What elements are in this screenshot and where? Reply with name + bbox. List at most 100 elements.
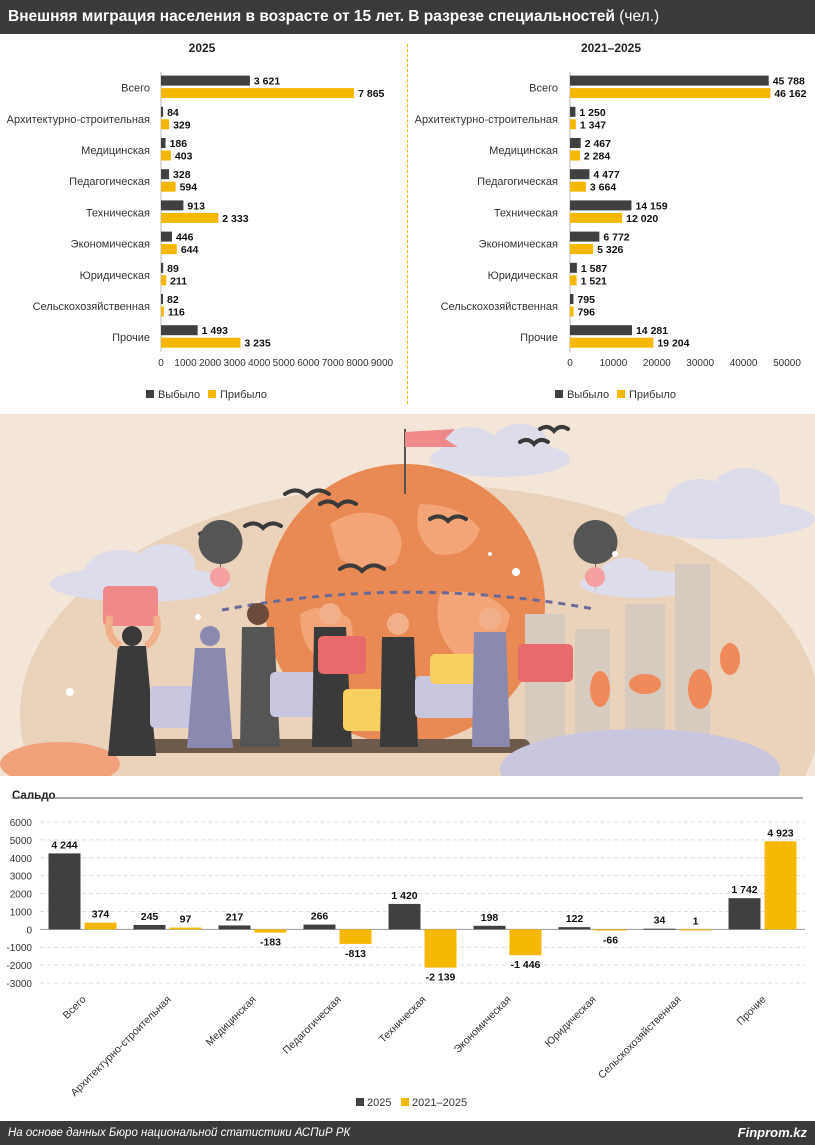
x-tick-label: 5000 [273,358,296,369]
bar-arrived [161,275,167,286]
category-label: Юридическая [488,270,558,282]
bar-value-label: 1 521 [581,275,607,287]
x-tick-label: 10000 [599,358,627,369]
bar-2025 [643,928,676,930]
bar-2025 [48,853,81,930]
bar-arrived [570,150,580,161]
legend-swatch-arrived [617,390,625,398]
y-tick-label: 3000 [10,872,33,883]
bar-arrived [161,244,177,255]
bar-departed [161,294,164,304]
bar-value-label: 4 923 [767,827,793,839]
category-label: Экономическая [71,239,150,251]
bar-value-label: 7 865 [358,88,384,100]
bar-value-label: 1 [693,915,699,927]
bar-departed [161,138,166,148]
bar-value-label: 3 235 [244,338,270,350]
bar-2021-2025 [594,929,627,931]
bar-value-label: 913 [187,200,205,212]
bar-2021-2025 [169,927,202,930]
bar-departed [570,106,576,117]
category-label: Экономическая [479,239,558,251]
bar-departed [570,169,590,180]
category-label: Педагогическая [281,994,344,1057]
bar-2025 [388,903,421,930]
category-label: Прочие [112,332,150,344]
x-tick-label: 7000 [322,358,345,369]
x-tick-label: 30000 [686,358,714,369]
footer-brand: Finprom.kz [737,1125,807,1140]
bar-value-label: 1 742 [731,884,757,896]
legend-swatch-departed [555,390,563,398]
bar-2025 [728,898,761,930]
bar-value-label: 14 281 [636,325,668,337]
bar-departed [570,75,769,86]
x-tick-label: 3000 [224,358,247,369]
bar-departed [161,200,184,211]
bar-value-label: 644 [181,244,199,256]
bar-value-label: 46 162 [774,88,806,100]
category-label: Педагогическая [69,176,150,188]
bar-value-label: 374 [92,909,110,921]
header-title-bar: Внешняя миграция населения в возрасте от… [0,0,815,34]
top-charts: 2025 Всего 3 621 7 865 Архитектурно-строител… [0,34,815,412]
bar-departed [161,75,250,86]
bar-value-label: 2 467 [585,138,611,150]
legend-swatch-2025 [356,1098,364,1106]
category-label: Медицинская [204,994,259,1049]
category-label: Техническая [86,207,150,219]
bar-arrived [161,88,355,99]
category-label: Педагогическая [477,176,558,188]
category-label: Сельскохозяйственная [596,994,684,1082]
bar-value-label: -183 [260,937,281,949]
x-tick-label: 9000 [371,358,394,369]
bar-value-label: 12 020 [626,213,658,225]
bar-value-label: 4 477 [593,169,619,181]
bar-arrived [570,212,623,223]
legend-label: 2025 [367,1097,391,1109]
bar-value-label: 45 788 [773,76,805,88]
legend-swatch-departed [146,390,154,398]
bar-departed [570,262,577,273]
x-tick-label: 0 [567,358,573,369]
bar-2021-2025 [84,922,117,930]
category-label: Всего [529,83,558,95]
saldo-chart-svg: Сальдо 6000 5000 4000 3000 2000 1000 0 -1000 -200… [6,790,805,1109]
x-tick-label: 0 [158,358,164,369]
bar-value-label: 403 [175,151,193,163]
legend-label: Выбыло [158,389,200,401]
y-tick-label: -3000 [6,979,32,990]
bar-value-label: 2 333 [222,213,248,225]
bar-value-label: 1 347 [580,119,606,131]
bar-arrived [161,212,219,223]
page-title: Внешняя миграция населения в возрасте от… [8,8,615,25]
y-tick-label: -1000 [6,943,32,954]
bar-value-label: 4 244 [51,839,77,851]
category-label: Архитектурно-строительная [68,994,173,1099]
bar-arrived [161,119,170,130]
chart-title: Сальдо [12,790,56,802]
bar-departed [161,169,170,180]
bar-value-label: 796 [577,307,595,319]
legend-label: Прибыло [629,389,676,401]
bar-value-label: -2 139 [426,972,456,984]
chart-title: 2021–2025 [581,41,641,55]
bar-value-label: 594 [180,182,198,194]
bar-value-label: 446 [176,232,194,244]
bar-2021-2025 [764,841,797,930]
bar-arrived [570,119,576,130]
bar-departed [161,231,172,242]
category-label: Всего [61,994,89,1022]
bar-value-label: 89 [167,263,179,275]
y-tick-label: 5000 [10,836,33,847]
category-label: Юридическая [80,270,150,282]
bar-value-label: 211 [170,275,187,287]
bar-arrived [570,275,577,286]
bar-value-label: 329 [173,119,191,131]
bar-departed [570,325,632,336]
bar-departed [570,231,600,242]
bar-2025 [558,927,591,930]
category-label: Юридическая [543,994,599,1050]
bar-departed [570,294,574,304]
